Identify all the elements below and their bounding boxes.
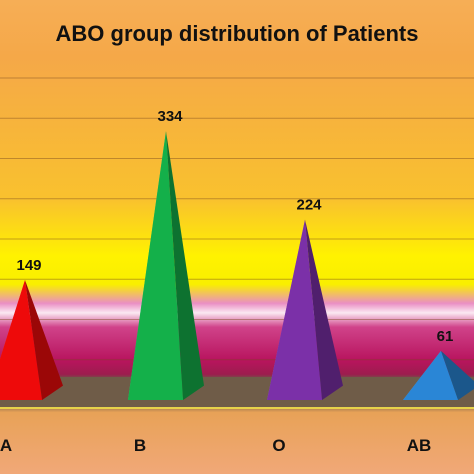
floor-plane (0, 377, 474, 408)
pyramid-bar-o (267, 219, 343, 400)
pyramid-bars (0, 131, 474, 400)
pyramid-bar-b (128, 131, 204, 400)
value-label-a: 149 (16, 257, 41, 274)
category-label-b: B (134, 436, 146, 455)
value-labels: 149 334 224 61 (16, 108, 453, 345)
chart-title: ABO group distribution of Patients (56, 21, 419, 46)
category-label-ab: AB (407, 436, 432, 455)
category-label-a: A (0, 436, 12, 455)
category-labels: A B O AB (0, 436, 431, 455)
category-label-o: O (272, 436, 285, 455)
pyramid-bar-a (0, 280, 63, 400)
value-label-ab: 61 (437, 328, 454, 345)
value-label-o: 224 (296, 197, 322, 214)
value-label-b: 334 (157, 108, 183, 125)
chart-floor (0, 377, 474, 409)
pyramid-bar-ab (403, 350, 474, 400)
